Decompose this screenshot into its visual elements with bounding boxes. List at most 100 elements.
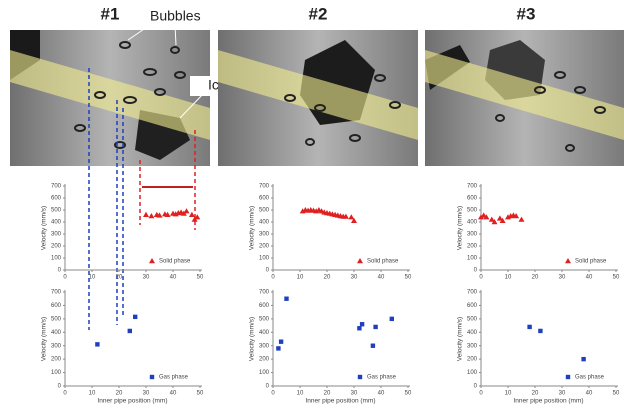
x-axis-label: Inner pipe position (mm) [513, 398, 583, 405]
y-tick-label: 500 [259, 208, 270, 214]
annotation: Bubbles [150, 8, 201, 24]
y-tick-label: 700 [51, 184, 62, 190]
y-tick-label: 300 [259, 343, 270, 349]
y-tick-label: 600 [467, 196, 478, 202]
x-tick-label: 10 [505, 391, 512, 397]
panel-title: #1 [101, 4, 120, 23]
marker [488, 216, 495, 222]
y-tick-label: 400 [51, 330, 62, 336]
pointer [174, 24, 177, 46]
legend-label: Gas phase [575, 375, 605, 381]
y-tick-label: 200 [259, 357, 270, 363]
y-tick-label: 400 [259, 220, 270, 226]
marker [478, 214, 484, 220]
x-axis-label: Inner pipe position (mm) [97, 398, 167, 405]
marker [194, 214, 201, 220]
x-tick-label: 50 [197, 275, 204, 281]
marker [565, 374, 571, 380]
x-tick-label: 0 [63, 275, 67, 281]
y-axis-label: Velocity (mm/s) [249, 206, 256, 250]
x-tick-label: 40 [170, 275, 177, 281]
marker [496, 215, 503, 221]
y-tick-label: 600 [467, 303, 478, 309]
panel-title: #2 [309, 4, 328, 23]
marker [581, 356, 586, 362]
y-tick-label: 700 [259, 290, 270, 296]
legend-label: Solid phase [159, 259, 191, 265]
y-tick-label: 200 [467, 244, 478, 250]
y-tick-label: 400 [467, 220, 478, 226]
y-tick-label: 100 [467, 256, 478, 262]
y-tick-label: 500 [467, 208, 478, 214]
photo [218, 30, 418, 166]
x-tick-label: 50 [405, 391, 412, 397]
marker [149, 258, 155, 264]
marker [527, 324, 532, 330]
y-tick-label: 700 [467, 184, 478, 190]
x-tick-label: 40 [586, 391, 593, 397]
x-tick-label: 50 [405, 275, 412, 281]
y-axis-label: Velocity (mm/s) [457, 206, 464, 250]
legend-label: Solid phase [367, 259, 399, 265]
x-tick-label: 30 [143, 391, 150, 397]
y-tick-label: 0 [58, 268, 62, 274]
y-tick-label: 100 [51, 370, 62, 376]
x-tick-label: 0 [63, 391, 67, 397]
y-tick-label: 300 [51, 343, 62, 349]
y-tick-label: 0 [266, 268, 270, 274]
x-tick-label: 30 [351, 391, 358, 397]
x-tick-label: 0 [271, 275, 275, 281]
photo [425, 30, 624, 166]
y-axis-label: Velocity (mm/s) [41, 317, 48, 361]
marker [143, 211, 149, 217]
y-tick-label: 100 [259, 256, 270, 262]
x-tick-label: 0 [271, 391, 275, 397]
x-tick-label: 40 [378, 391, 385, 397]
y-tick-label: 100 [259, 370, 270, 376]
x-tick-label: 30 [143, 275, 150, 281]
marker [348, 214, 355, 220]
legend-label: Gas phase [159, 375, 189, 381]
y-tick-label: 200 [51, 244, 62, 250]
y-tick-label: 0 [474, 268, 478, 274]
y-tick-label: 600 [51, 196, 62, 202]
x-tick-label: 20 [116, 391, 123, 397]
x-tick-label: 40 [586, 275, 593, 281]
marker [357, 258, 363, 264]
y-tick-label: 500 [51, 208, 62, 214]
marker [278, 339, 284, 344]
y-tick-label: 300 [467, 343, 478, 349]
marker [276, 346, 281, 351]
marker [183, 208, 190, 214]
x-tick-label: 30 [559, 275, 566, 281]
x-tick-label: 30 [351, 275, 358, 281]
marker [284, 296, 289, 301]
panel-title: #3 [517, 4, 536, 23]
y-tick-label: 600 [259, 303, 270, 309]
marker [518, 216, 525, 222]
label-box [145, 6, 217, 26]
x-tick-label: 20 [116, 275, 123, 281]
x-tick-label: 10 [89, 391, 96, 397]
marker [127, 328, 132, 334]
y-axis-label: Velocity (mm/s) [457, 317, 464, 361]
y-axis-label: Velocity (mm/s) [249, 317, 256, 361]
y-tick-label: 400 [51, 220, 62, 226]
x-tick-label: 40 [378, 275, 385, 281]
y-tick-label: 600 [51, 303, 62, 309]
marker [565, 258, 571, 264]
marker [357, 374, 363, 380]
y-tick-label: 0 [58, 384, 62, 390]
marker [513, 213, 520, 219]
marker [370, 343, 376, 348]
marker [148, 213, 155, 219]
marker [351, 217, 357, 223]
connectors [88, 68, 196, 330]
marker [95, 342, 100, 347]
marker [156, 212, 163, 218]
photo [10, 30, 210, 166]
y-tick-label: 100 [51, 256, 62, 262]
x-tick-label: 30 [559, 391, 566, 397]
x-axis-label: Inner pipe position (mm) [305, 398, 375, 405]
